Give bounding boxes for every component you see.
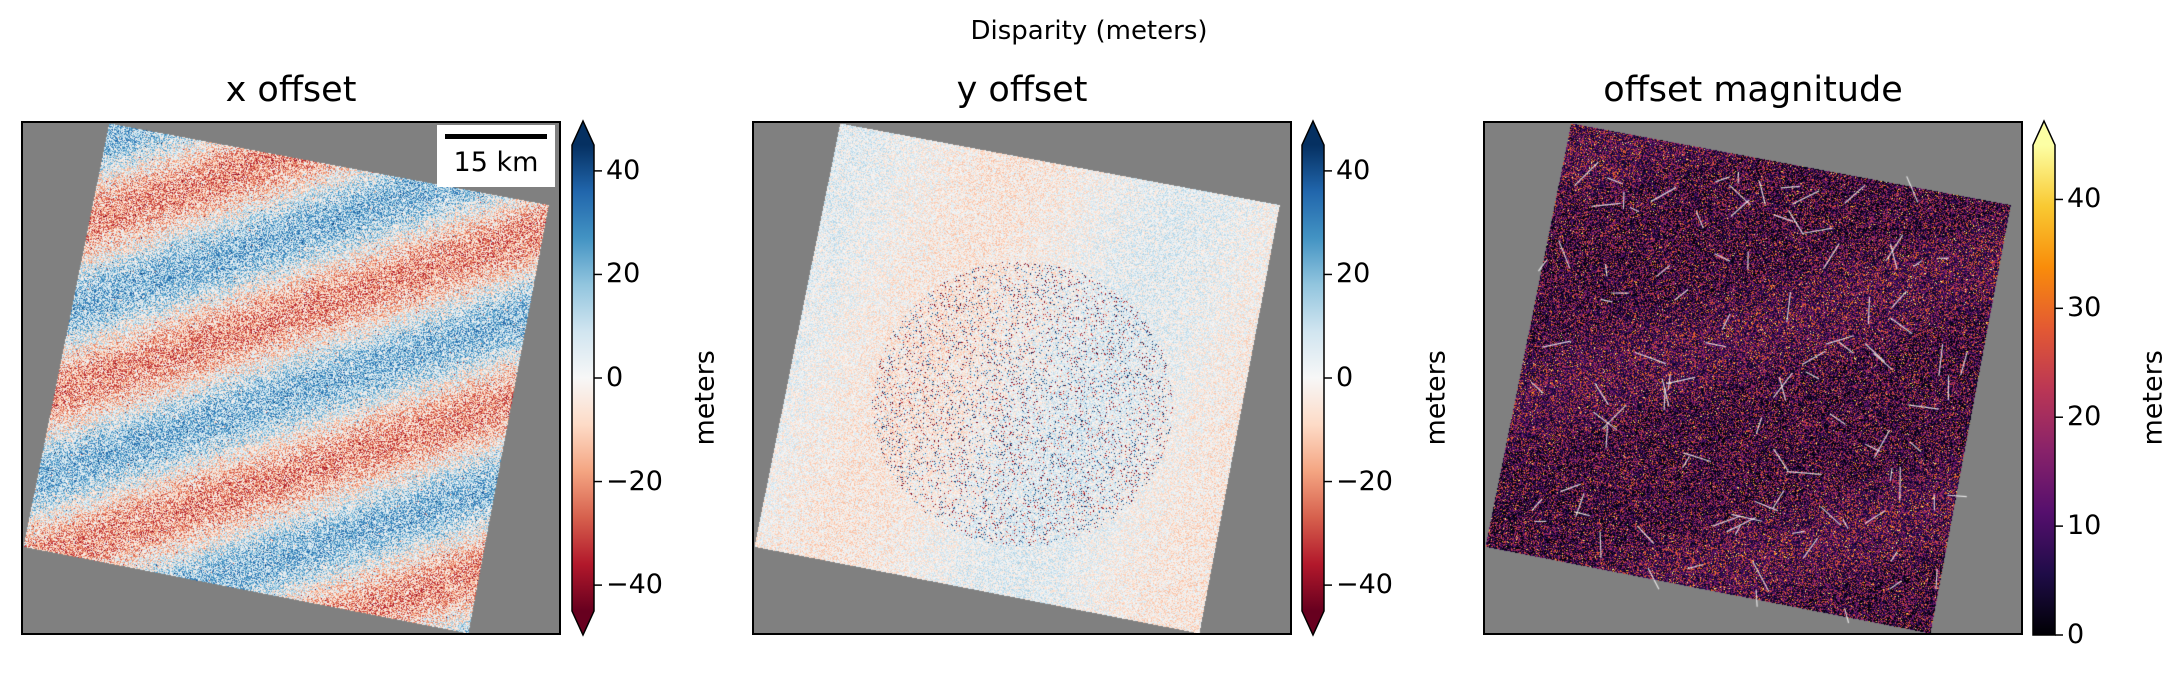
colorbar-tick-label: 40 bbox=[1336, 154, 1371, 186]
colorbar-tick-label: −40 bbox=[606, 569, 663, 601]
scale-bar-label: 15 km bbox=[453, 147, 539, 178]
colorbar-tick-label: 20 bbox=[606, 258, 641, 290]
panel-title-offset-magnitude: offset magnitude bbox=[1603, 70, 1903, 110]
panel-title-y-offset: y offset bbox=[956, 70, 1088, 110]
y-offset-heatmap bbox=[752, 121, 1292, 635]
colorbar-tick-label: 10 bbox=[2067, 510, 2102, 542]
x-offset-heatmap: 15 km bbox=[21, 121, 561, 635]
offset-magnitude-heatmap bbox=[1483, 121, 2023, 635]
colorbar-tick-label: −40 bbox=[1336, 569, 1393, 601]
offset-magnitude-colorbar-label: meters bbox=[2137, 350, 2169, 446]
x-offset-colorbar: 40 20 0 −20 −40 bbox=[571, 119, 663, 637]
panel-title-x-offset: x offset bbox=[225, 70, 357, 110]
x-offset-image bbox=[23, 123, 559, 633]
colorbar-gradient bbox=[2032, 119, 2063, 636]
colorbar-tick-label: 40 bbox=[2067, 183, 2102, 215]
y-offset-colorbar-label: meters bbox=[1420, 350, 1452, 446]
colorbar-tick-label: 20 bbox=[2067, 401, 2102, 433]
colorbar-tick-label: 20 bbox=[1336, 258, 1371, 290]
colorbar-tick-label: 30 bbox=[2067, 292, 2102, 324]
colorbar-tick-label: 0 bbox=[2067, 619, 2085, 650]
y-offset-colorbar: 40 20 0 −20 −40 bbox=[1301, 119, 1393, 637]
y-offset-image bbox=[754, 123, 1290, 633]
colorbar-tick-label: 0 bbox=[1336, 362, 1354, 393]
colorbar-tick-label: 0 bbox=[606, 362, 624, 393]
colorbar-tick-label: 40 bbox=[606, 154, 641, 186]
colorbar-tick-label: −20 bbox=[606, 465, 663, 497]
scale-bar: 15 km bbox=[437, 125, 555, 187]
colorbar-tick-label: −20 bbox=[1336, 465, 1393, 497]
colorbar-gradient bbox=[1301, 119, 1332, 637]
scale-bar-line bbox=[445, 134, 547, 139]
figure-suptitle: Disparity (meters) bbox=[970, 16, 1208, 46]
x-offset-colorbar-label: meters bbox=[689, 350, 721, 446]
colorbar-gradient bbox=[571, 119, 602, 637]
offset-magnitude-image bbox=[1485, 123, 2021, 633]
offset-magnitude-colorbar: 40 30 20 10 0 bbox=[2032, 119, 2101, 650]
